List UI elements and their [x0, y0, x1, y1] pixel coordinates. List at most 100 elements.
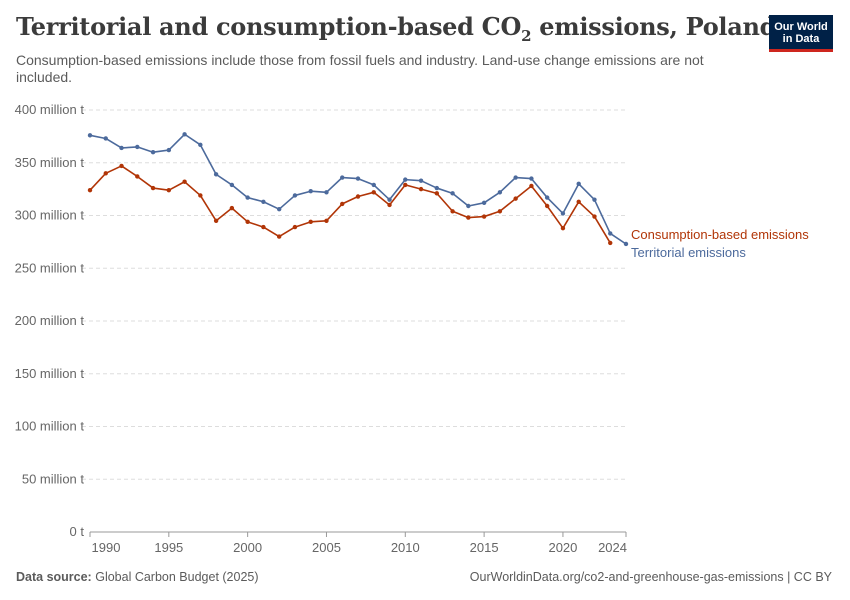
data-point [544, 195, 550, 200]
x-tick-label: 2010 [391, 540, 420, 555]
chart-title: Territorial and consumption-based CO2 em… [16, 12, 776, 45]
title-subscript: 2 [521, 26, 532, 45]
data-point [324, 190, 329, 195]
title-tail: emissions, Poland [531, 12, 777, 41]
x-tick-label: 2000 [233, 540, 262, 555]
data-point [592, 214, 597, 219]
data-point [418, 186, 424, 192]
y-tick-label: 300 million t [15, 208, 85, 223]
data-point [324, 218, 329, 223]
logo-line-1: Our World [774, 21, 828, 33]
y-tick-label: 100 million t [15, 419, 85, 434]
data-point [355, 176, 361, 181]
data-point [308, 219, 313, 225]
data-point [529, 183, 534, 189]
data-point [513, 175, 518, 180]
owid-logo[interactable]: Our World in Data [769, 15, 833, 52]
source-label: Data source: [16, 570, 92, 584]
data-point [371, 190, 376, 195]
data-point [560, 211, 566, 216]
data-point [481, 214, 487, 219]
data-point [434, 185, 440, 191]
data-point [198, 193, 203, 198]
x-tick-label: 2020 [548, 540, 577, 555]
y-tick-label: 150 million t [15, 366, 85, 381]
data-point [576, 181, 581, 187]
y-tick-label: 350 million t [15, 155, 85, 170]
data-point [434, 191, 440, 196]
data-point [229, 205, 235, 211]
data-point [229, 182, 235, 188]
data-point [418, 178, 424, 183]
y-tick-label: 250 million t [15, 260, 85, 275]
data-point [450, 209, 455, 214]
y-tick-label: 50 million t [22, 471, 85, 486]
data-point [150, 150, 156, 155]
data-point [103, 171, 108, 176]
series-label-territorial: Territorial emissions [631, 245, 746, 260]
data-point [276, 206, 282, 212]
data-point [371, 182, 376, 188]
data-point [340, 175, 345, 180]
data-point [261, 224, 266, 230]
data-point [340, 201, 345, 207]
x-tick-label: 2015 [470, 540, 499, 555]
data-point [261, 199, 266, 204]
data-point [292, 193, 298, 198]
data-point [103, 136, 108, 141]
data-point [544, 203, 550, 209]
data-point [245, 219, 250, 225]
data-point [623, 241, 629, 247]
y-tick-label: 400 million t [15, 102, 85, 117]
data-point [119, 145, 124, 151]
data-point [182, 132, 187, 137]
data-point [387, 202, 392, 208]
data-point [87, 133, 93, 138]
data-point [403, 182, 408, 188]
x-tick-label: 2024 [598, 540, 627, 555]
data-source: Data source: Global Carbon Budget (2025) [16, 570, 259, 584]
data-point [450, 191, 455, 196]
x-tick-label: 2005 [312, 540, 341, 555]
source-url[interactable]: OurWorldinData.org/co2-and-greenhouse-ga… [469, 570, 832, 584]
data-point [466, 215, 471, 220]
series-label-consumption: Consumption-based emissions [631, 227, 809, 242]
data-point [245, 195, 250, 200]
data-point [150, 185, 156, 191]
x-tick-label: 1990 [92, 540, 121, 555]
data-point [576, 199, 581, 204]
data-point [213, 218, 219, 223]
x-tick-label: 1995 [154, 540, 183, 555]
data-point [119, 163, 124, 169]
data-point [355, 194, 361, 199]
logo-line-2: in Data [782, 33, 820, 45]
data-point [166, 187, 172, 193]
data-point [182, 179, 187, 184]
data-point [529, 176, 534, 181]
data-point [560, 225, 566, 231]
y-tick-label: 200 million t [15, 313, 85, 328]
data-point [166, 147, 172, 153]
data-point [198, 142, 203, 148]
data-point [592, 197, 597, 202]
data-point [608, 231, 613, 236]
data-point [403, 177, 408, 182]
y-tick-label: 0 t [70, 524, 85, 539]
data-point [135, 174, 140, 179]
series-line-consumption [89, 165, 611, 244]
data-point [497, 209, 503, 214]
chart-subtitle: Consumption-based emissions include thos… [16, 52, 704, 85]
data-point [497, 190, 503, 195]
data-point [213, 172, 219, 177]
data-point [276, 234, 282, 239]
data-point [87, 187, 93, 193]
data-point [608, 240, 613, 246]
data-point [466, 203, 471, 209]
data-point [513, 196, 518, 201]
data-point [387, 197, 392, 202]
data-point [481, 200, 487, 206]
title-main: Territorial and consumption-based CO [16, 12, 522, 41]
data-point [308, 189, 313, 194]
source-value[interactable]: Global Carbon Budget (2025) [95, 570, 259, 584]
